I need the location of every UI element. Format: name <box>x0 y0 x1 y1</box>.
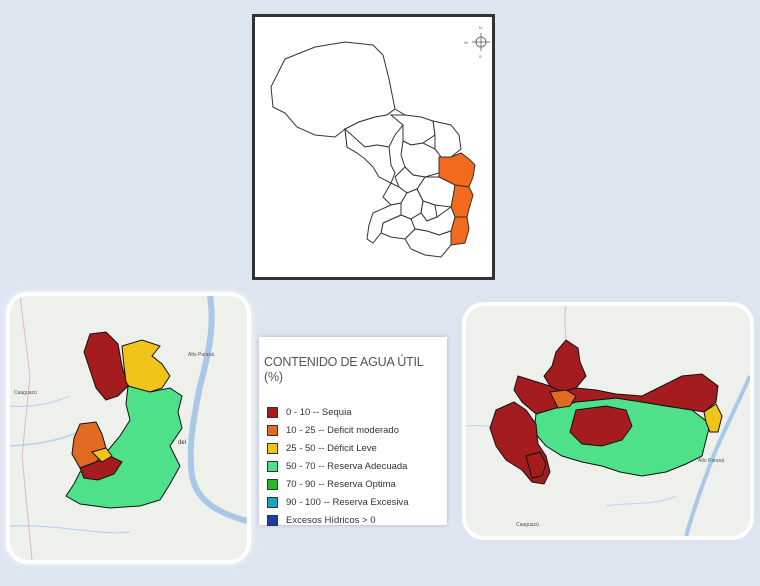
area-deficit-leve-left <box>121 339 171 395</box>
legend-item: 50 - 70 -- Reserva Adecuada <box>267 457 409 475</box>
legend-label: Excesos Hídricos > 0 <box>286 514 376 526</box>
legend-swatch <box>267 424 278 436</box>
legend-swatch <box>267 478 278 490</box>
area-deficit-leve-left-2 <box>91 447 113 463</box>
legend-item: 0 - 10 -- Sequia <box>267 403 409 421</box>
legend-label: 90 - 100 -- Reserva Excesiva <box>286 496 409 508</box>
area-deficit-moderado-right <box>549 389 577 409</box>
legend-item: 70 - 90 -- Reserva Optima <box>267 475 409 493</box>
legend-item: 90 - 100 -- Reserva Excesiva <box>267 493 409 511</box>
region-itapua <box>404 228 452 258</box>
detail-map-right: Caaguazú Alto Paraná <box>462 302 754 540</box>
compass-s: S <box>479 54 482 59</box>
legend-swatch <box>267 442 278 454</box>
compass-w: W <box>464 40 468 45</box>
legend-label: 25 - 50 -- Déficit Leve <box>286 442 377 454</box>
legend-swatch <box>267 496 278 508</box>
legend: CONTENIDO DE AGUA ÚTIL (%) 0 - 10 -- Seq… <box>259 337 447 526</box>
place-label-a: Alto Paraná <box>188 352 214 358</box>
area-sequia-left-2 <box>79 455 123 481</box>
legend-list: 0 - 10 -- Sequia 10 - 25 -- Deficit mode… <box>267 403 409 529</box>
legend-swatch <box>267 514 278 526</box>
legend-label: 10 - 25 -- Deficit moderado <box>286 424 399 436</box>
area-deficit-leve-right <box>703 403 723 433</box>
legend-swatch <box>267 460 278 472</box>
legend-label: 70 - 90 -- Reserva Optima <box>286 478 396 490</box>
region-misiones <box>380 214 416 240</box>
overview-map-svg: N S E W <box>270 25 490 258</box>
detail-map-left-svg: Alto Paraná Caaguazú del <box>10 296 247 560</box>
place-label-right-a: Caaguazú <box>516 522 539 528</box>
legend-item: 10 - 25 -- Deficit moderado <box>267 421 409 439</box>
compass-icon <box>472 33 490 51</box>
detail-map-right-svg: Caaguazú Alto Paraná <box>466 306 750 536</box>
detail-map-left: Alto Paraná Caaguazú del <box>6 292 251 564</box>
area-sequia-right-south <box>525 451 547 479</box>
legend-item: Excesos Hídricos > 0 <box>267 511 409 529</box>
place-label-c: del <box>178 440 186 446</box>
region-concepcion <box>389 114 436 146</box>
legend-title: CONTENIDO DE AGUA ÚTIL (%) <box>264 355 424 384</box>
legend-item: 25 - 50 -- Déficit Leve <box>267 439 409 457</box>
legend-label: 50 - 70 -- Reserva Adecuada <box>286 460 408 472</box>
area-sequia-left <box>83 331 129 401</box>
region-neembucu <box>366 202 402 244</box>
place-label-right-b: Alto Paraná <box>698 458 724 464</box>
legend-swatch <box>267 406 278 418</box>
area-sequia-right-center <box>569 405 633 447</box>
legend-label: 0 - 10 -- Sequia <box>286 406 352 418</box>
compass-n: N <box>479 25 482 30</box>
overview-map: N S E W <box>252 14 495 280</box>
place-label-b: Caaguazú <box>14 390 37 396</box>
